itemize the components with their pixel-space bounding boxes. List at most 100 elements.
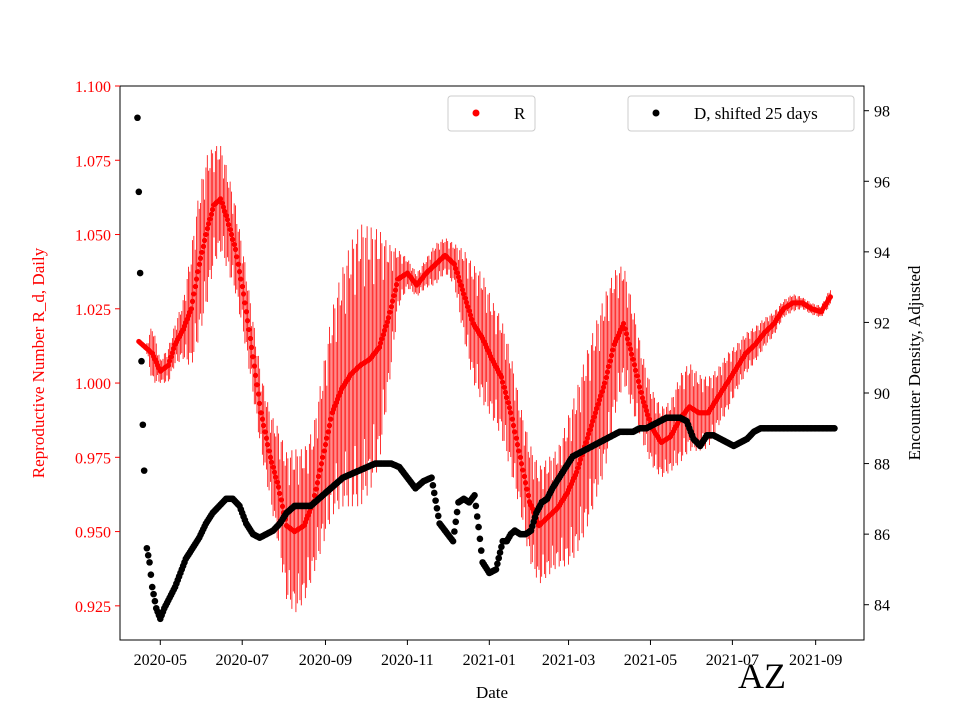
r-point: [385, 315, 392, 321]
r-point: [258, 410, 264, 416]
r-point: [231, 241, 237, 248]
y-axis-right: 84 86 88 90 92 94 96 98: [864, 104, 890, 615]
r-point: [196, 261, 202, 267]
d-point: [428, 474, 435, 481]
d-point: [471, 492, 478, 499]
d-point: [453, 508, 461, 516]
d-point: [150, 590, 157, 598]
r-point: [326, 422, 333, 429]
r-point: [255, 391, 261, 397]
x-tick-label: 2020-11: [381, 652, 434, 669]
r-point: [510, 422, 517, 429]
y-left-tick-label: 1.025: [75, 302, 111, 319]
r-point: [193, 276, 200, 282]
r-point: [320, 454, 326, 460]
d-point: [135, 188, 143, 196]
r-point: [250, 354, 256, 360]
r-point: [266, 448, 272, 454]
y-right-tick-label: 96: [874, 174, 890, 191]
d-point: [473, 513, 481, 520]
r-point: [626, 341, 632, 347]
y-left-tick-label: 1.100: [75, 79, 111, 96]
r-point: [517, 454, 523, 460]
r-point: [238, 276, 244, 282]
x-axis: 2020-05 2020-07 2020-09 2020-11 2021-01 2021-…: [134, 640, 842, 669]
r-point: [230, 236, 236, 243]
r-point: [243, 309, 249, 315]
x-tick-label: 2020-09: [299, 652, 352, 669]
r-point: [608, 352, 615, 359]
r-point: [525, 492, 531, 499]
d-point: [494, 560, 501, 568]
r-point: [827, 294, 834, 300]
d-point: [449, 537, 457, 545]
d-point: [452, 518, 460, 526]
y-right-tick-label: 98: [874, 104, 890, 121]
r-point: [522, 480, 529, 486]
legend-r-label: R: [514, 104, 526, 123]
r-point: [261, 422, 267, 429]
r-point: [513, 435, 519, 441]
r-point: [259, 416, 265, 422]
r-point: [635, 378, 641, 384]
r-point: [627, 346, 633, 352]
d-point: [476, 535, 484, 543]
y-left-tick-label: 0.975: [75, 450, 111, 467]
d-point: [139, 421, 147, 429]
r-point: [224, 217, 231, 223]
r-point: [267, 454, 274, 460]
r-point: [388, 304, 394, 310]
r-point: [200, 243, 206, 250]
x-tick-label: 2021-05: [624, 652, 677, 669]
r-point: [392, 287, 398, 293]
r-point: [498, 374, 505, 380]
d-point: [134, 114, 141, 122]
y-right-tick-label: 88: [874, 457, 890, 474]
y-right-tick-label: 94: [874, 245, 890, 262]
x-axis-label: Date: [476, 683, 508, 702]
r-point: [325, 429, 331, 435]
legend-d-box: [627, 95, 855, 132]
r-point: [208, 211, 214, 217]
r-point: [504, 394, 510, 401]
d-point: [143, 544, 151, 552]
r-point: [313, 486, 319, 492]
d-point: [434, 512, 442, 520]
y-left-tick-label: 1.000: [75, 376, 111, 393]
axes-frame: [119, 85, 865, 641]
r-point: [317, 467, 323, 473]
y-axis-left-label: Reproductive Number R_d, Daily: [29, 247, 48, 478]
plot-area: [134, 114, 838, 623]
r-point: [502, 389, 509, 395]
d-point: [429, 482, 437, 489]
d-point: [138, 357, 145, 365]
r-point: [508, 410, 514, 416]
r-point: [607, 358, 613, 364]
d-point: [496, 549, 504, 556]
r-point: [321, 448, 327, 454]
r-point: [244, 318, 251, 324]
r-point: [192, 283, 198, 290]
y-right-tick-label: 86: [874, 527, 890, 544]
r-point: [270, 464, 276, 470]
r-point: [520, 467, 526, 473]
r-point: [322, 441, 329, 448]
r-point: [253, 372, 259, 379]
d-point: [151, 597, 159, 605]
r-point: [191, 291, 197, 297]
legend-d: D, shifted 25 days: [627, 95, 855, 132]
x-tick-label: 2021-01: [463, 652, 516, 669]
r-point: [207, 216, 213, 222]
r-point: [501, 384, 507, 390]
y-left-tick-label: 0.950: [75, 525, 111, 542]
r-point: [257, 400, 263, 407]
r-point: [394, 281, 400, 288]
r-point: [189, 298, 196, 304]
y-right-tick-label: 90: [874, 386, 890, 403]
r-point: [246, 326, 252, 333]
d-point: [472, 502, 480, 510]
r-point: [318, 461, 325, 467]
r-point: [623, 331, 629, 337]
x-tick-label: 2020-07: [216, 652, 269, 669]
